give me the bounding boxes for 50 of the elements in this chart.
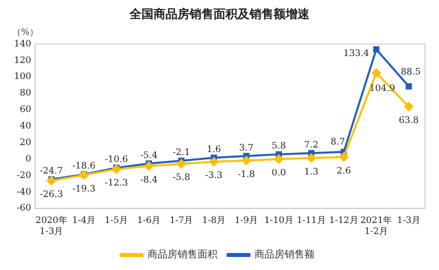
data-label: 1.3	[304, 167, 319, 178]
data-label: -5.4	[140, 150, 158, 161]
y-tick-label: -40	[16, 187, 32, 198]
data-label: -12.3	[104, 178, 128, 189]
y-tick-label: 80	[20, 88, 32, 99]
x-tick-label: 1-12月	[329, 216, 358, 226]
data-label: 63.8	[398, 116, 420, 126]
x-tick-label: 1-5月	[104, 216, 128, 226]
y-tick-label: 40	[20, 122, 32, 132]
x-tick-label: 1-8月	[202, 216, 226, 226]
legend-label: 商品房销售面积	[148, 248, 218, 261]
data-label: -19.3	[72, 184, 96, 194]
data-label: 0.0	[272, 168, 286, 178]
data-label: -10.6	[104, 155, 128, 166]
y-axis-title: （%）	[12, 27, 39, 39]
data-label: 8.7	[330, 137, 346, 148]
data-label: -24.7	[40, 166, 64, 177]
data-label: -18.6	[72, 162, 96, 172]
y-tick-label: 100	[14, 72, 32, 82]
data-label: 5.8	[272, 142, 286, 152]
y-tick-label: 20	[20, 138, 32, 148]
data-label: 7.2	[304, 140, 318, 151]
y-tick-label: -20	[16, 170, 32, 181]
y-tick-label: 0	[25, 154, 32, 164]
data-label: 88.5	[400, 68, 422, 78]
x-tick-label: 1-4月	[72, 216, 96, 226]
x-tick-label: 1-7月	[170, 216, 194, 226]
x-tick-label: 1-10月	[264, 216, 294, 226]
data-label: -5.8	[172, 173, 190, 184]
x-tick-label: 1-11月	[296, 216, 326, 226]
data-label: -3.3	[205, 171, 223, 182]
y-tick-label: 140	[14, 39, 32, 50]
data-label: 2.6	[336, 166, 352, 176]
x-tick-label: 1-3月	[397, 216, 421, 226]
data-label: -1.8	[238, 170, 256, 180]
x-tick-label: 1-6月	[137, 216, 161, 226]
data-label: -2.1	[172, 148, 190, 158]
data-label: -8.4	[140, 175, 158, 186]
legend-label: 商品房销售额	[254, 248, 314, 261]
data-label: 3.7	[239, 143, 254, 154]
y-tick-label: -60	[16, 204, 32, 214]
chart-title: 全国商品房销售面积及销售额增速	[128, 6, 310, 23]
y-tick-label: 120	[14, 56, 32, 66]
data-label: 133.4	[343, 48, 370, 59]
y-tick-label: 60	[20, 105, 32, 116]
x-tick-label: 1-9月	[234, 216, 258, 226]
data-label: -26.3	[40, 190, 64, 200]
data-label: 1.6	[206, 145, 222, 156]
x-tick-label: 2020年 1-3月	[35, 215, 68, 237]
x-tick-label: 2021年 1-2月	[360, 215, 392, 237]
